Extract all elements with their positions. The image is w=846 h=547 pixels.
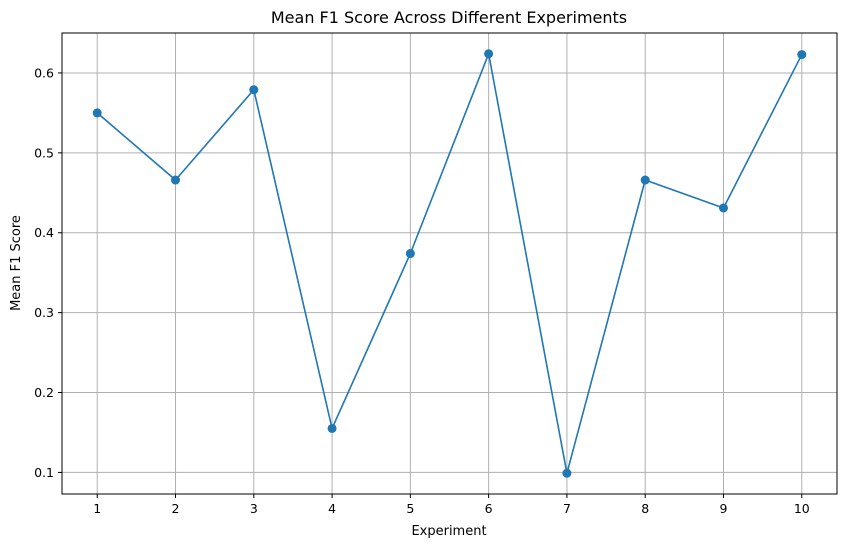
data-point: [249, 85, 259, 95]
x-tick-label: 1: [93, 501, 101, 516]
x-tick-label: 7: [563, 501, 571, 516]
data-point: [327, 423, 337, 433]
data-series: [92, 49, 807, 478]
x-tick-label: 4: [328, 501, 336, 516]
x-axis-label: Experiment: [411, 524, 486, 539]
y-tick-label: 0.5: [34, 145, 54, 160]
x-tick-label: 3: [250, 501, 258, 516]
y-tick-label: 0.6: [34, 65, 54, 80]
x-tick-label: 10: [794, 501, 810, 516]
y-tick-label: 0.3: [34, 305, 54, 320]
x-tick-label: 6: [485, 501, 493, 516]
y-tick-label: 0.2: [34, 385, 54, 400]
x-tick-label: 9: [720, 501, 728, 516]
x-tick-label: 2: [172, 501, 180, 516]
plot-frame: [61, 32, 838, 495]
y-axis-label: Mean F1 Score: [9, 215, 24, 311]
data-point: [405, 249, 415, 259]
chart-title: Mean F1 Score Across Different Experimen…: [271, 8, 627, 27]
data-point: [797, 50, 807, 60]
y-tick-label: 0.1: [34, 465, 54, 480]
data-point: [562, 468, 572, 478]
series-line: [96, 52, 803, 475]
y-tick-label: 0.4: [34, 225, 54, 240]
x-tick-label: 5: [406, 501, 414, 516]
data-point: [718, 203, 728, 213]
data-point: [171, 175, 181, 185]
data-point: [484, 49, 494, 59]
data-point: [640, 175, 650, 185]
grid: [62, 33, 837, 494]
data-point: [92, 108, 102, 118]
x-tick-label: 8: [641, 501, 649, 516]
axis-ticks: 1 2 3 4 5 6 7 8 9 10 0.1 0.2 0.3 0.4 0.5 0.6: [34, 65, 810, 516]
